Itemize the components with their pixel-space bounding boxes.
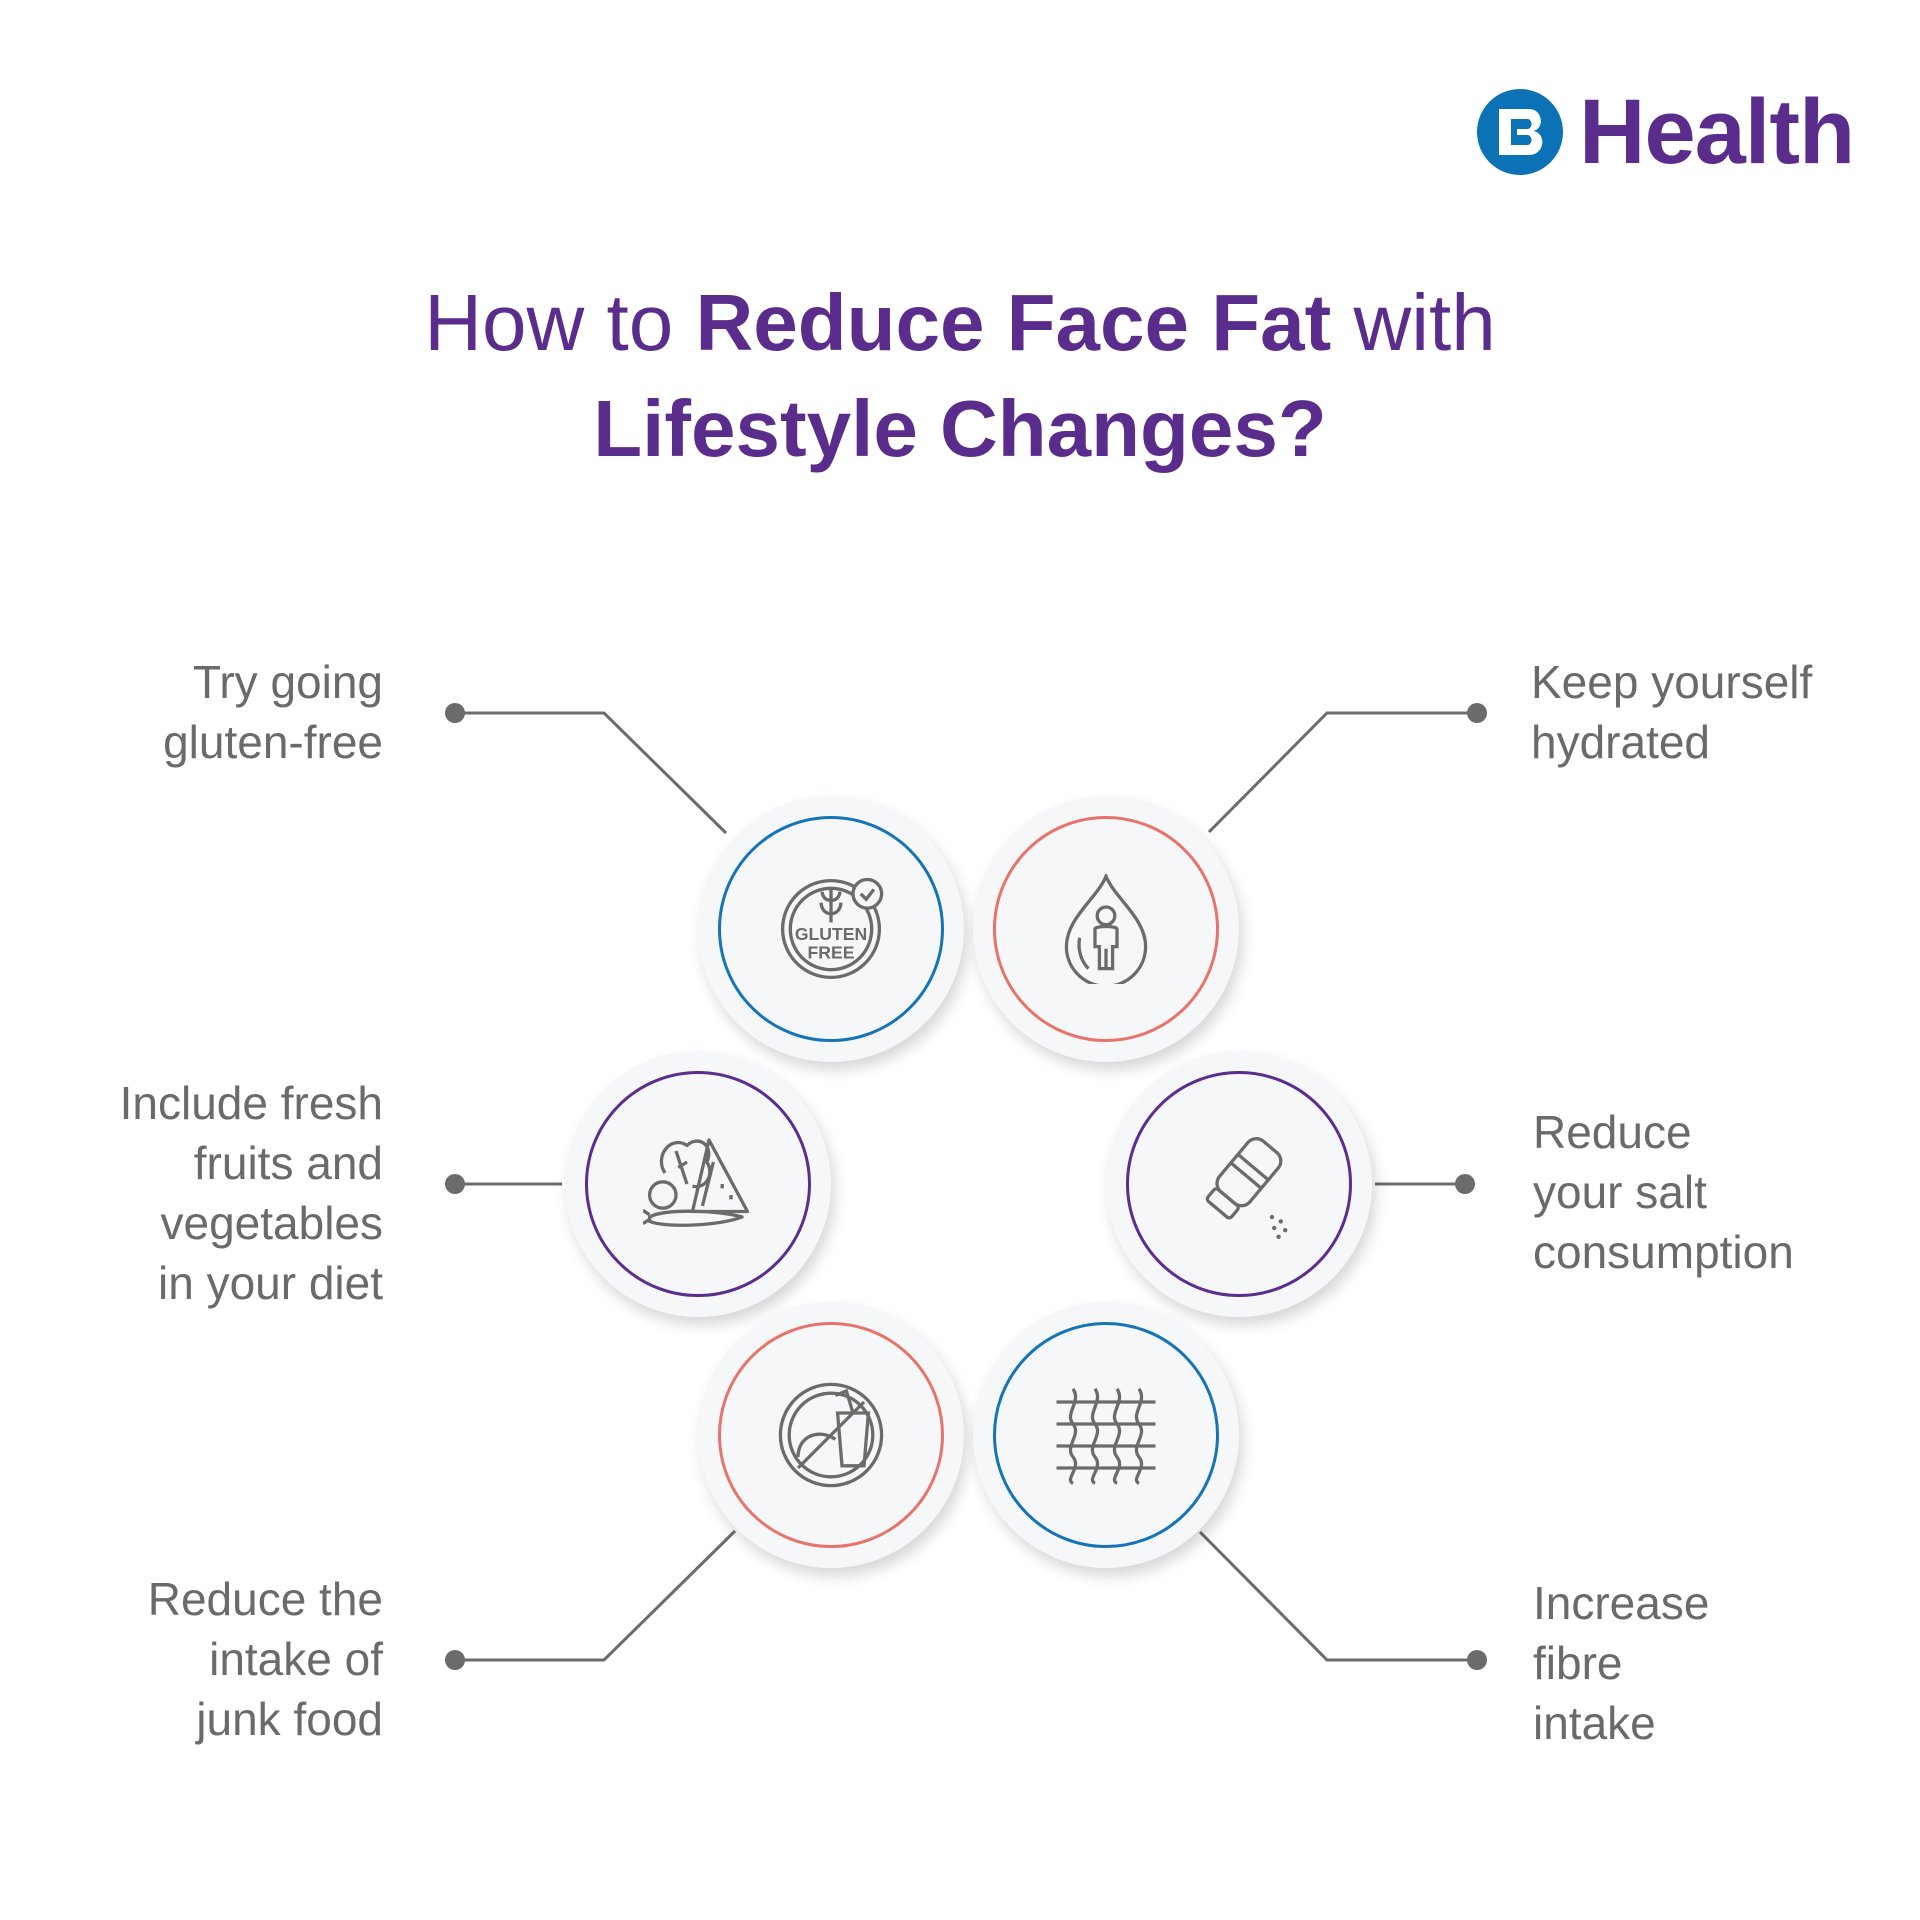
title-part: with bbox=[1331, 278, 1496, 367]
ring bbox=[993, 816, 1219, 1042]
connector-fibre bbox=[1198, 1530, 1477, 1662]
label-line: gluten-free bbox=[163, 716, 383, 768]
connector-hydrated bbox=[1207, 711, 1477, 834]
ring: GLUTEN FREE bbox=[718, 816, 944, 1042]
tip-bubble-salt bbox=[1106, 1051, 1372, 1317]
ring bbox=[993, 1322, 1219, 1548]
connector-gluten bbox=[455, 711, 728, 835]
tip-label-fibre: Increase fibre intake bbox=[1533, 1573, 1709, 1753]
tip-label-gluten: Try going gluten-free bbox=[163, 652, 383, 772]
title-highlight: Reduce Face Fat bbox=[695, 278, 1332, 367]
tip-label-junk: Reduce the intake of junk food bbox=[148, 1569, 383, 1749]
brand-name: Health bbox=[1579, 81, 1855, 183]
ring bbox=[1126, 1071, 1352, 1297]
ring bbox=[585, 1071, 811, 1297]
tip-bubble-fruits bbox=[565, 1051, 831, 1317]
label-line: consumption bbox=[1533, 1226, 1794, 1278]
fruits-vegetables-icon bbox=[643, 1138, 750, 1227]
no-junk-food-icon bbox=[778, 1382, 884, 1488]
label-line: your salt bbox=[1533, 1166, 1707, 1218]
label-line: Keep yourself bbox=[1531, 656, 1813, 708]
label-line: vegetables bbox=[160, 1197, 384, 1249]
brand-mark-icon bbox=[1477, 89, 1563, 175]
salt-shaker-icon bbox=[1205, 1137, 1288, 1239]
label-line: fruits and bbox=[193, 1137, 383, 1189]
fibre-icon bbox=[1056, 1387, 1156, 1485]
title-part: How to bbox=[424, 278, 696, 367]
label-line: Increase bbox=[1533, 1577, 1710, 1629]
tip-label-hydrated: Keep yourself hydrated bbox=[1531, 652, 1812, 772]
label-line: Reduce bbox=[1533, 1106, 1692, 1158]
connector-dot bbox=[445, 1650, 465, 1670]
brand-logo: Health bbox=[1477, 81, 1855, 183]
icon-text: GLUTEN bbox=[795, 924, 867, 944]
label-line: junk food bbox=[196, 1693, 383, 1745]
connector-dot bbox=[1455, 1174, 1475, 1194]
label-line: Include fresh bbox=[119, 1077, 383, 1129]
tip-label-fruits: Include fresh fruits and vegetables in y… bbox=[120, 1073, 383, 1313]
tip-bubble-gluten: GLUTEN FREE bbox=[698, 796, 964, 1062]
connector-dot bbox=[445, 703, 465, 723]
ring bbox=[718, 1322, 944, 1548]
tip-bubble-junk bbox=[698, 1302, 964, 1568]
label-line: Reduce the bbox=[147, 1573, 383, 1625]
label-line: fibre bbox=[1533, 1637, 1623, 1689]
label-line: intake bbox=[1533, 1697, 1656, 1749]
label-line: in your diet bbox=[157, 1257, 383, 1309]
connector-dot bbox=[1467, 703, 1487, 723]
gluten-free-icon: GLUTEN FREE bbox=[780, 877, 884, 980]
label-line: Try going bbox=[192, 656, 383, 708]
title-line2: Lifestyle Changes? bbox=[593, 384, 1327, 473]
page-title: How to Reduce Face Fat with Lifestyle Ch… bbox=[0, 270, 1920, 482]
label-line: intake of bbox=[209, 1633, 383, 1685]
tip-bubble-hydrated bbox=[973, 796, 1239, 1062]
connector-dot bbox=[1467, 1650, 1487, 1670]
connector-dot bbox=[445, 1174, 465, 1194]
water-drop-person-icon bbox=[1064, 874, 1148, 984]
tip-label-salt: Reduce your salt consumption bbox=[1533, 1102, 1794, 1282]
icon-text: FREE bbox=[808, 943, 855, 963]
connector-junk bbox=[455, 1529, 737, 1662]
label-line: hydrated bbox=[1531, 716, 1711, 768]
tip-bubble-fibre bbox=[973, 1302, 1239, 1568]
